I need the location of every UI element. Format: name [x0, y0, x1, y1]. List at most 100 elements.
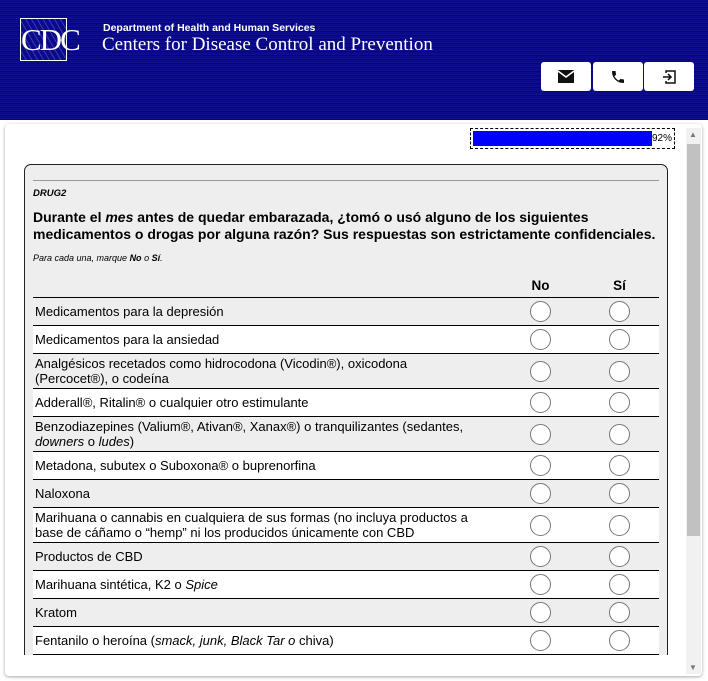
radio-cell-si — [580, 455, 659, 476]
table-row: Naloxona — [33, 480, 659, 508]
row-label: Marihuana sintética, K2 o Spice — [33, 577, 501, 592]
table-row: Adderall®, Ritalin® o cualquier otro est… — [33, 389, 659, 417]
row-label-text: Medicamentos para la ansiedad — [35, 332, 220, 347]
column-no: No — [531, 278, 550, 293]
radio-si[interactable] — [609, 360, 630, 382]
radio-cell-si — [580, 546, 659, 567]
radio-no[interactable] — [530, 423, 551, 445]
scrollbar-thumb[interactable] — [687, 144, 700, 536]
radio-cell-si — [580, 301, 659, 322]
divider — [33, 180, 659, 181]
radio-no[interactable] — [530, 574, 551, 595]
radio-si[interactable] — [609, 630, 630, 651]
row-label: Benzodiazepines (Valium®, Ativan®, Xanax… — [33, 419, 501, 449]
scroll-up-arrow-icon[interactable]: ▲ — [689, 130, 697, 139]
question-id: DRUG2 — [33, 188, 67, 199]
radio-cell-no — [501, 423, 580, 445]
radio-si[interactable] — [609, 602, 630, 623]
radio-si[interactable] — [609, 514, 630, 536]
radio-no[interactable] — [530, 301, 551, 322]
scrollbar[interactable]: ▲ ▼ — [686, 128, 701, 674]
row-label: Fentanilo o heroína (smack, junk, Black … — [33, 633, 501, 648]
radio-si[interactable] — [609, 483, 630, 504]
row-label-text: Naloxona — [35, 486, 90, 501]
row-label: Productos de CBD — [33, 549, 501, 564]
column-si: Sí — [613, 278, 626, 293]
row-label-text: Benzodiazepines (Valium®, Ativan®, Xanax… — [35, 419, 464, 434]
radio-no[interactable] — [530, 602, 551, 623]
progress-fill — [473, 131, 652, 146]
phone-button[interactable] — [593, 62, 643, 91]
radio-no[interactable] — [530, 392, 551, 413]
table-row: Analgésicos recetados como hidrocodona (… — [33, 354, 659, 389]
radio-no[interactable] — [530, 546, 551, 567]
question-text: Durante el mes antes de quedar embarazad… — [33, 209, 656, 242]
radio-cell-si — [580, 602, 659, 623]
radio-no[interactable] — [530, 455, 551, 476]
table-row: Productos de CBD — [33, 543, 659, 571]
progress-label: 92% — [651, 133, 672, 144]
row-label: Medicamentos para la depresión — [33, 304, 501, 319]
radio-si[interactable] — [609, 546, 630, 567]
row-label-text: Spice — [185, 577, 218, 592]
radio-no[interactable] — [530, 630, 551, 651]
radio-no[interactable] — [530, 329, 551, 350]
email-button[interactable] — [541, 62, 591, 91]
exit-button[interactable] — [644, 62, 694, 91]
radio-cell-si — [580, 392, 659, 413]
exit-icon — [663, 69, 676, 84]
row-label-text: chiva) — [295, 633, 334, 648]
phone-icon — [612, 70, 624, 83]
radio-si[interactable] — [609, 301, 630, 322]
table-row: Medicamentos para la ansiedad — [33, 326, 659, 354]
row-label-text: smack, junk, Black Tar o — [154, 633, 296, 648]
radio-cell-no — [501, 602, 580, 623]
column-headers: No Sí — [33, 278, 659, 298]
table-row: Fentanilo o heroína (smack, junk, Black … — [33, 627, 659, 655]
row-label-text: ) — [129, 434, 135, 449]
table-row: Benzodiazepines (Valium®, Ativan®, Xanax… — [33, 417, 659, 452]
radio-cell-no — [501, 483, 580, 504]
header: CDC Department of Health and Human Servi… — [0, 0, 708, 120]
row-label: Kratom — [33, 605, 501, 620]
radio-si[interactable] — [609, 392, 630, 413]
row-label-text: o — [84, 434, 99, 449]
table-row: Marihuana o cannabis en cualquiera de su… — [33, 508, 659, 543]
row-label: Analgésicos recetados como hidrocodona (… — [33, 356, 501, 386]
row-label: Medicamentos para la ansiedad — [33, 332, 501, 347]
radio-no[interactable] — [530, 483, 551, 504]
radio-cell-no — [501, 329, 580, 350]
table-row: Metadona, subutex o Suboxona® o buprenor… — [33, 452, 659, 480]
radio-cell-no — [501, 546, 580, 567]
row-label-text: Medicamentos para la depresión — [35, 304, 224, 319]
survey-card: 92% ▲ ▼ DRUG2 Durante el mes antes de qu… — [5, 124, 702, 676]
radio-si[interactable] — [609, 455, 630, 476]
table-row: Medicamentos para la depresión — [33, 298, 659, 326]
radio-cell-si — [580, 329, 659, 350]
cdc-logo: CDC — [20, 18, 81, 61]
radio-si[interactable] — [609, 574, 630, 595]
row-label-text: Marihuana o cannabis en cualquiera de su… — [35, 510, 468, 540]
agency-name: Centers for Disease Control and Preventi… — [102, 34, 433, 55]
radio-cell-si — [580, 574, 659, 595]
row-label-text: downers — [35, 434, 85, 449]
radio-cell-no — [501, 392, 580, 413]
radio-cell-si — [580, 360, 659, 382]
row-label-text: Productos de CBD — [35, 549, 143, 564]
row-label: Naloxona — [33, 486, 501, 501]
answer-grid: Medicamentos para la depresión Medicament… — [33, 298, 659, 655]
radio-si[interactable] — [609, 423, 630, 445]
radio-cell-no — [501, 301, 580, 322]
row-label-text: ludes — [98, 434, 130, 449]
scroll-down-arrow-icon[interactable]: ▼ — [689, 663, 697, 672]
radio-no[interactable] — [530, 514, 551, 536]
progress-bar: 92% — [470, 128, 675, 149]
radio-cell-no — [501, 574, 580, 595]
instructions: Para cada una, marque No o Sí. — [33, 253, 163, 263]
radio-no[interactable] — [530, 360, 551, 382]
radio-cell-no — [501, 630, 580, 651]
radio-si[interactable] — [609, 329, 630, 350]
row-label-text: Marihuana sintética, K2 o — [35, 577, 186, 592]
row-label-text: Metadona, subutex o Suboxona® o buprenor… — [35, 458, 316, 473]
radio-cell-si — [580, 423, 659, 445]
